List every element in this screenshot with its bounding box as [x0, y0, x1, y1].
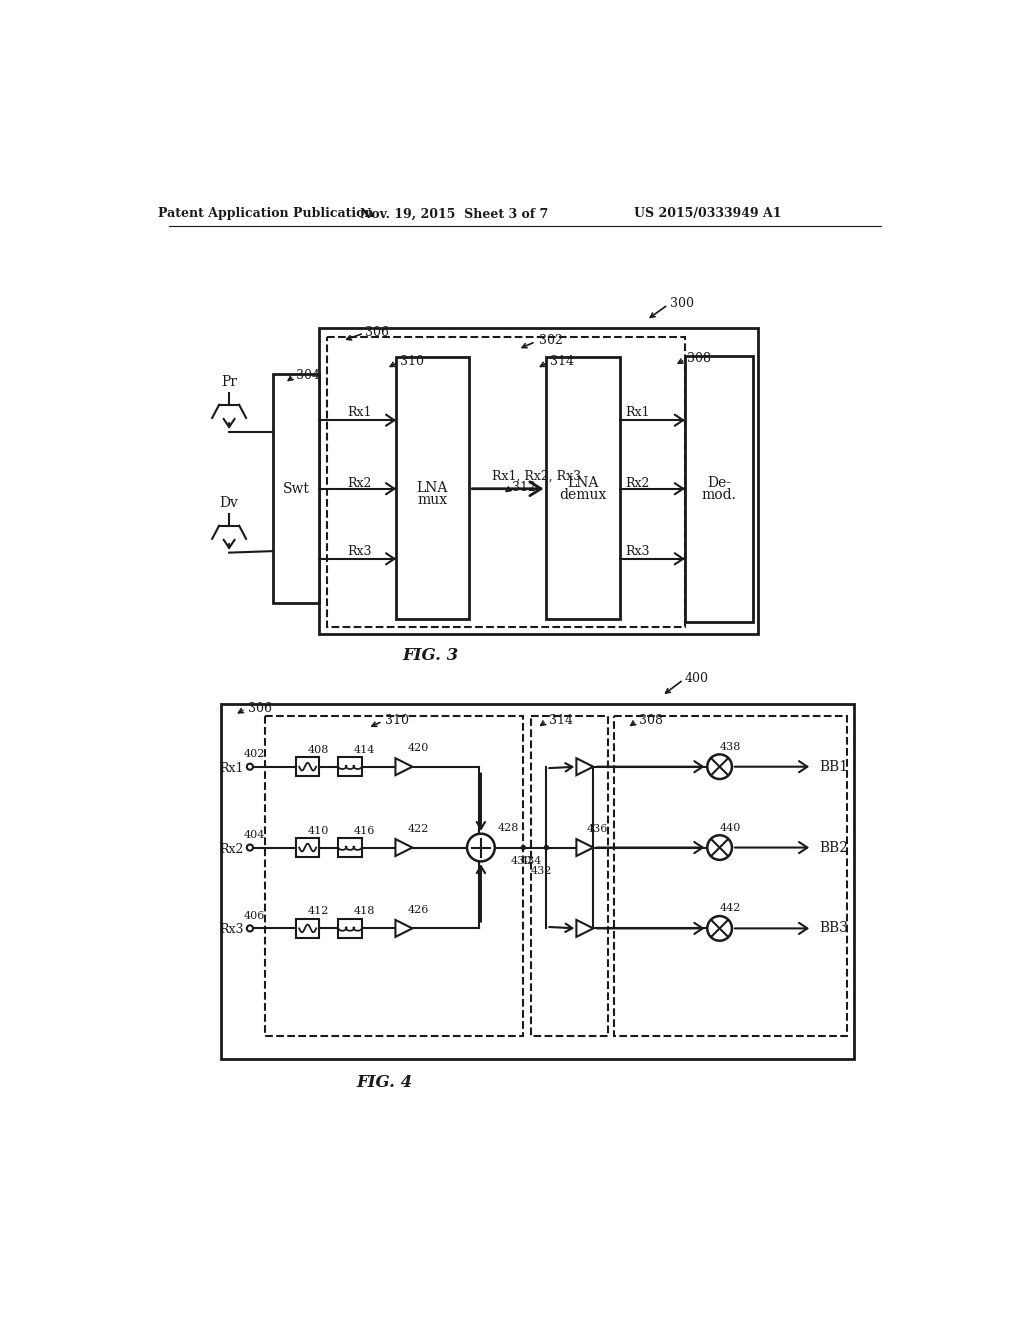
Text: BB1: BB1 — [819, 760, 849, 774]
Text: 422: 422 — [408, 824, 429, 834]
Text: 300: 300 — [670, 297, 693, 310]
Text: 426: 426 — [408, 906, 429, 915]
Text: LNA: LNA — [567, 475, 598, 490]
Polygon shape — [265, 715, 523, 1036]
Circle shape — [708, 755, 732, 779]
Text: Rx3: Rx3 — [219, 924, 244, 936]
Text: 432: 432 — [531, 866, 552, 875]
Polygon shape — [221, 704, 854, 1059]
Text: 310: 310 — [385, 714, 409, 727]
Polygon shape — [395, 840, 413, 857]
Text: 414: 414 — [354, 744, 375, 755]
Text: 418: 418 — [354, 907, 375, 916]
Text: FIG. 3: FIG. 3 — [402, 647, 459, 664]
Polygon shape — [273, 374, 319, 603]
Circle shape — [467, 834, 495, 862]
Polygon shape — [547, 358, 620, 619]
Circle shape — [247, 925, 253, 932]
Text: BB2: BB2 — [819, 841, 849, 854]
Text: 416: 416 — [354, 825, 375, 836]
Polygon shape — [338, 758, 362, 776]
Text: 312: 312 — [512, 480, 536, 494]
Polygon shape — [577, 840, 593, 857]
Polygon shape — [395, 920, 413, 937]
Circle shape — [520, 845, 526, 850]
Text: 420: 420 — [408, 743, 429, 754]
Text: 430: 430 — [511, 857, 532, 866]
Text: Rx2: Rx2 — [219, 842, 244, 855]
Text: 436: 436 — [587, 824, 608, 834]
Text: 408: 408 — [307, 744, 329, 755]
Text: FIG. 4: FIG. 4 — [356, 1074, 413, 1090]
Text: 442: 442 — [720, 903, 741, 913]
Text: US 2015/0333949 A1: US 2015/0333949 A1 — [634, 207, 781, 220]
Text: Rx1: Rx1 — [219, 762, 244, 775]
Polygon shape — [577, 920, 593, 937]
Text: 314: 314 — [550, 355, 574, 368]
Text: Nov. 19, 2015  Sheet 3 of 7: Nov. 19, 2015 Sheet 3 of 7 — [359, 207, 548, 220]
Text: Rx3: Rx3 — [348, 545, 372, 557]
Text: Rx2: Rx2 — [626, 477, 650, 490]
Text: 400: 400 — [685, 672, 709, 685]
Text: De-: De- — [707, 475, 731, 490]
Text: demux: demux — [559, 488, 606, 502]
Text: Rx1: Rx1 — [626, 407, 650, 418]
Text: 402: 402 — [244, 750, 265, 759]
Text: Rx2: Rx2 — [348, 477, 372, 490]
Polygon shape — [296, 919, 319, 937]
Text: LNA: LNA — [417, 480, 449, 495]
Text: Swt: Swt — [283, 482, 309, 496]
Text: mod.: mod. — [701, 488, 736, 502]
Text: Rx3: Rx3 — [626, 545, 650, 557]
Polygon shape — [338, 919, 362, 937]
Circle shape — [708, 836, 732, 859]
Circle shape — [247, 845, 253, 850]
Polygon shape — [327, 337, 685, 627]
Text: Pr: Pr — [221, 375, 238, 388]
Text: 302: 302 — [539, 334, 562, 347]
Text: 314: 314 — [549, 714, 572, 727]
Text: 306: 306 — [366, 326, 389, 339]
Text: 404: 404 — [244, 830, 265, 841]
Text: Rx1: Rx1 — [348, 407, 372, 418]
Text: 406: 406 — [244, 911, 265, 921]
Text: 434: 434 — [521, 857, 543, 866]
Polygon shape — [395, 758, 413, 775]
Polygon shape — [531, 715, 608, 1036]
Polygon shape — [685, 355, 753, 622]
Polygon shape — [396, 358, 469, 619]
Text: 308: 308 — [639, 714, 663, 727]
Text: 428: 428 — [498, 824, 519, 833]
Text: Rx1, Rx2, Rx3: Rx1, Rx2, Rx3 — [493, 470, 582, 483]
Polygon shape — [577, 758, 593, 775]
Text: Dv: Dv — [220, 496, 239, 511]
Text: mux: mux — [418, 494, 447, 507]
Polygon shape — [319, 327, 758, 635]
Circle shape — [544, 845, 549, 850]
Text: 410: 410 — [307, 825, 329, 836]
Polygon shape — [614, 715, 847, 1036]
Text: 304: 304 — [296, 370, 321, 381]
Circle shape — [708, 916, 732, 941]
Polygon shape — [338, 838, 362, 857]
Text: 308: 308 — [687, 352, 712, 366]
Circle shape — [247, 763, 253, 770]
Text: 412: 412 — [307, 907, 329, 916]
Text: 306: 306 — [248, 702, 271, 714]
Text: BB3: BB3 — [819, 921, 849, 936]
Text: 310: 310 — [400, 355, 424, 368]
Text: 440: 440 — [720, 822, 741, 833]
Polygon shape — [296, 838, 319, 857]
Text: 438: 438 — [720, 742, 741, 751]
Text: Patent Application Publication: Patent Application Publication — [158, 207, 373, 220]
Polygon shape — [296, 758, 319, 776]
